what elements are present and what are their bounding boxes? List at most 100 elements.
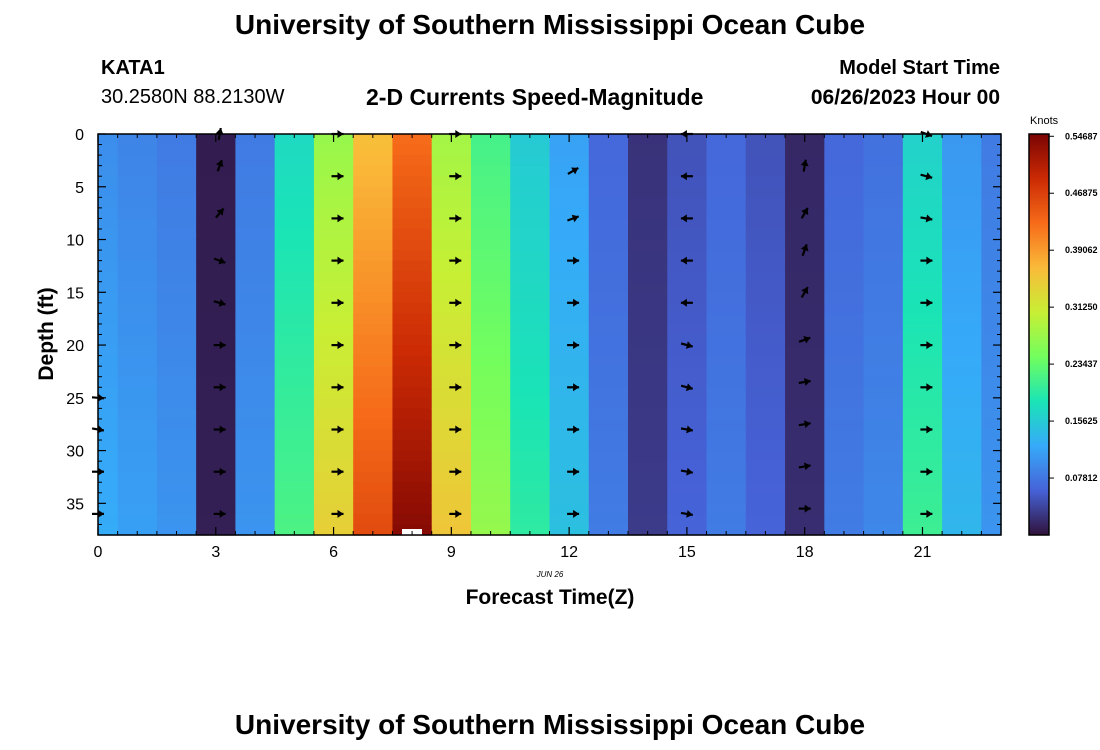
heatmap-cell <box>392 165 433 177</box>
heatmap-cell <box>863 260 904 272</box>
heatmap-cell <box>588 292 629 304</box>
heatmap-cell <box>156 418 197 431</box>
heatmap-cell <box>392 313 433 325</box>
chart-title: 2-D Currents Speed-Magnitude <box>366 84 704 110</box>
current-vector-arrow <box>331 172 344 181</box>
heatmap-cell <box>313 366 354 378</box>
heatmap-cell <box>353 471 394 483</box>
heatmap-cell <box>667 144 708 156</box>
heatmap-cell <box>353 302 394 314</box>
heatmap-cell <box>274 207 315 220</box>
heatmap-cell <box>117 323 158 336</box>
heatmap-cell <box>628 302 668 314</box>
heatmap-cell <box>235 440 276 452</box>
current-vector-arrow <box>331 341 344 350</box>
heatmap-cell <box>392 492 433 504</box>
heatmap-cell <box>313 323 354 336</box>
heatmap-cell <box>313 440 354 452</box>
heatmap-cell <box>549 271 590 283</box>
heatmap-cell <box>510 250 551 262</box>
heatmap-cell <box>706 513 747 526</box>
heatmap-cell <box>235 524 276 536</box>
current-speed-chart: 0 3 6 9 12 15 18 21 0 5 10 15 20 25 30 35 JUN 26 Foreca… <box>35 115 1098 609</box>
heatmap-cell <box>981 461 1002 473</box>
heatmap-cell <box>785 228 825 241</box>
heatmap-cell <box>706 165 747 177</box>
current-vector-arrow <box>449 341 462 350</box>
heatmap-cell <box>549 207 590 220</box>
heatmap-cell <box>942 176 982 188</box>
heatmap-cell <box>667 334 708 346</box>
current-vector-arrow <box>449 298 462 307</box>
heatmap-cell <box>667 429 708 441</box>
heatmap-cell <box>392 186 433 198</box>
heatmap-cell <box>981 250 1002 262</box>
heatmap-cell <box>392 397 433 409</box>
heatmap-cell <box>274 408 315 420</box>
heatmap-cell <box>706 408 747 420</box>
heatmap-cell <box>706 492 747 504</box>
heatmap-cell <box>785 513 825 526</box>
heatmap-cell <box>156 323 197 336</box>
heatmap-cell <box>824 313 865 325</box>
heatmap-cell <box>313 450 354 462</box>
heatmap-cell <box>745 461 786 473</box>
heatmap-cell <box>706 503 747 515</box>
heatmap-cell <box>745 134 786 146</box>
current-vector-arrow <box>449 256 462 265</box>
heatmap-cell <box>981 260 1002 272</box>
heatmap-cell <box>628 228 668 241</box>
heatmap-cell <box>235 207 276 220</box>
heatmap-cell <box>942 334 982 346</box>
heatmap-cell <box>745 271 786 283</box>
heatmap-cell <box>628 271 668 283</box>
heatmap-cell <box>824 471 865 483</box>
heatmap-cell <box>510 323 551 336</box>
heatmap-cell <box>196 228 237 241</box>
heatmap-cell <box>510 387 551 399</box>
heatmap-cell <box>588 429 629 441</box>
heatmap-cell <box>98 482 119 494</box>
heatmap-cell <box>981 144 1002 156</box>
heatmap-cell <box>156 355 197 367</box>
heatmap-cell <box>156 376 197 388</box>
heatmap-cell <box>510 503 551 515</box>
heatmap-cell <box>902 366 943 378</box>
heatmap-cell <box>156 345 197 357</box>
heatmap-cell <box>117 418 158 431</box>
y-axis-label: Depth (ft) <box>35 287 58 380</box>
heatmap-cell <box>196 492 237 504</box>
heatmap-cell <box>431 207 472 220</box>
heatmap-cell <box>628 376 668 388</box>
heatmap-cell <box>745 176 786 188</box>
heatmap-cell <box>156 302 197 314</box>
heatmap-cell <box>824 260 865 272</box>
heatmap-cell <box>942 260 982 272</box>
current-vectors <box>91 127 933 518</box>
heatmap-cell <box>942 323 982 336</box>
heatmap-cell <box>431 302 472 314</box>
heatmap-cell <box>706 271 747 283</box>
heatmap-cell <box>981 218 1002 230</box>
heatmap-cell <box>981 186 1002 198</box>
heatmap-cell <box>470 144 511 156</box>
heatmap-cell <box>510 302 551 314</box>
station-coordinates: 30.2580N 88.2130W <box>101 86 285 108</box>
heatmap-cell <box>628 482 668 494</box>
heatmap-cell <box>313 461 354 473</box>
heatmap-cell <box>942 345 982 357</box>
heatmap-cell <box>235 418 276 431</box>
current-vector-arrow <box>449 509 462 518</box>
heatmap-cell <box>863 492 904 504</box>
heatmap-cell <box>785 186 825 198</box>
heatmap-cell <box>824 334 865 346</box>
heatmap-cell <box>156 250 197 262</box>
heatmap-cell <box>196 239 237 251</box>
heatmap-cell <box>667 366 708 378</box>
heatmap-cell <box>824 345 865 357</box>
heatmap-cell <box>942 376 982 388</box>
heatmap-cell <box>313 218 354 230</box>
heatmap-cell <box>588 176 629 188</box>
heatmap-cell <box>667 461 708 473</box>
heatmap-cell <box>549 323 590 336</box>
